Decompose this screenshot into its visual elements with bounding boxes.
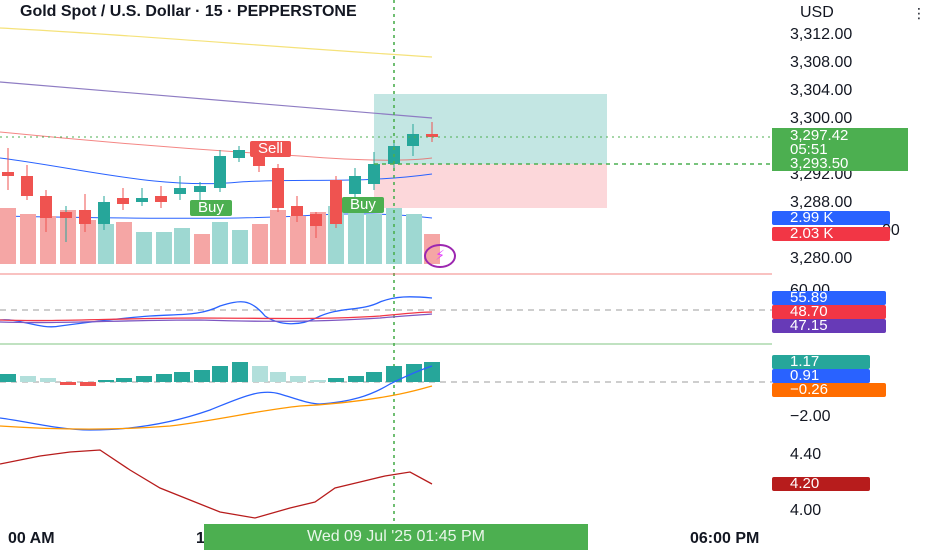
bottom-tick: 4.00 [790,502,822,519]
rsi-purple [0,313,433,324]
rsi-value-purple: 47.15 [772,318,886,333]
ma-red [0,131,433,161]
volume-down-tag: 2.03 K [772,226,890,241]
price-tick: 3,280.00 [790,250,853,267]
bottom-indicator-line [0,449,433,519]
ma-yellow [0,27,433,58]
macd-line-value: 0.91 [772,368,870,383]
buy-signal-label-2[interactable]: Buy [342,197,384,213]
ma-blue [0,157,433,185]
volume-up-tag: 2.99 K [772,210,890,225]
macd-histogram [0,362,440,386]
ma-purple [0,81,433,119]
currency-label: USD [800,4,834,21]
rsi-value-red: 48.70 [772,304,886,319]
more-options-icon[interactable]: ⋮ [912,5,926,21]
bar-countdown: 05:51 [790,141,828,158]
time-label-left: 00 AM [8,530,55,547]
price-tick: 3,288.00 [790,194,853,211]
price-tick: 3,304.00 [790,82,853,99]
flash-icon[interactable]: ⚡ [424,244,456,268]
macd-line [0,365,433,431]
rsi-blue [0,296,433,328]
macd-hist-value: 1.17 [772,354,870,369]
sell-signal-label[interactable]: Sell [250,141,292,157]
chart-title: Gold Spot / U.S. Dollar · 15 · PEPPERSTO… [20,3,357,20]
price-tick: 3,312.00 [790,26,853,43]
crosshair-time-label: Wed 09 Jul '25 01:45 PM [204,524,588,550]
rsi-value-blue: 55.89 [772,290,886,305]
last-price-value: 3,297.42 [790,127,849,144]
bottom-tick: 4.40 [790,446,822,463]
time-label-right: 06:00 PM [690,530,760,547]
rsi-red [0,311,433,322]
macd-tick: −2.00 [790,408,831,425]
volume-bars [0,206,440,264]
take-profit-zone[interactable] [374,94,607,164]
time-label-mid: 1 [196,530,205,547]
price-tick: 3,300.00 [790,110,853,127]
entry-price-value: 3,293.50 [790,155,849,172]
macd-signal-value: −0.26 [772,382,886,397]
signal-line [0,385,433,430]
price-tick: 3,308.00 [790,54,853,71]
buy-signal-label-1[interactable]: Buy [190,200,232,216]
stop-loss-zone[interactable] [374,164,607,208]
price-scale[interactable]: USD ⋮ 3,312.00 3,308.00 3,304.00 3,300.0… [772,0,932,530]
entry-price-tag: 3,293.50 [772,155,908,172]
bottom-value-tag: 4.20 [772,476,870,491]
